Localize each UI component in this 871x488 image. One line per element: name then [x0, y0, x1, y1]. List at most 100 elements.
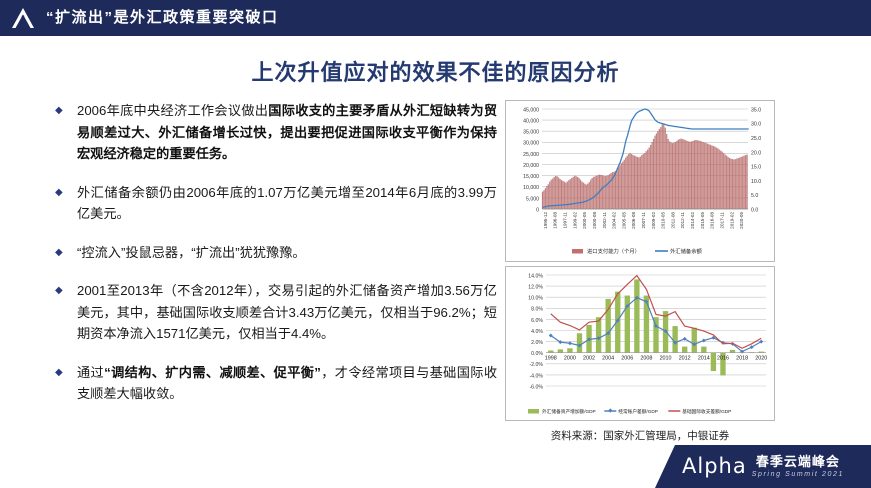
summit-name-block: 春季云端峰会 Spring Summit 2021: [752, 455, 844, 478]
svg-text:8.0%: 8.0%: [531, 307, 543, 313]
svg-text:2008: 2008: [640, 356, 652, 362]
svg-text:2020: 2020: [755, 356, 767, 362]
svg-text:2002: 2002: [583, 356, 595, 362]
bullet-marker: ◆: [55, 186, 63, 198]
svg-text:-6.0%: -6.0%: [529, 384, 543, 390]
page-title: 上次升值应对的效果不佳的原因分析: [251, 60, 620, 85]
svg-text:2011-08: 2011-08: [670, 212, 675, 229]
summit-name-en: Spring Summit 2021: [751, 471, 844, 478]
svg-text:2009-02: 2009-02: [651, 212, 656, 229]
svg-text:6.0%: 6.0%: [531, 318, 543, 324]
forex-reserve-chart: 0 5,000 10,000 15,000 20,000 25,000 30,000 35,0…: [505, 100, 775, 262]
svg-text:外汇储备资产增加额/GDP: 外汇储备资产增加额/GDP: [542, 408, 596, 415]
bullet-marker: ◆: [55, 285, 63, 296]
svg-text:2000-08: 2000-08: [592, 212, 597, 229]
header-title: “扩流出”是外汇政策重要突破口: [46, 9, 279, 26]
svg-text:2014: 2014: [698, 356, 710, 362]
bullet-text: 外汇储备余额仍由2006年底的1.07万亿美元增至2014年6月底的3.99万亿…: [77, 182, 497, 225]
svg-text:1996-08: 1996-08: [553, 212, 558, 229]
svg-text:15,000: 15,000: [523, 174, 539, 180]
svg-text:0.0%: 0.0%: [531, 351, 543, 357]
list-item: ◆ 2001至2013年（不含2012年），交易引起的外汇储备资产增加3.56万…: [55, 280, 505, 345]
bullet-plain-text: “控流入”投鼠忌器，“扩流出”犹犹豫豫。: [77, 244, 306, 260]
svg-text:5,000: 5,000: [526, 196, 539, 202]
list-item: ◆ “控流入”投鼠忌器，“扩流出”犹犹豫豫。: [55, 242, 505, 264]
bullet-plain-text: 2006年底中央经济工作会议做出: [77, 103, 269, 118]
svg-text:-2.0%: -2.0%: [529, 362, 543, 368]
svg-text:2004: 2004: [602, 356, 614, 362]
svg-text:0.0: 0.0: [751, 207, 758, 213]
bullet-bold-text: “调结构、扩内需、减顺差、促平衡”: [104, 364, 321, 380]
svg-text:30.0: 30.0: [751, 122, 761, 128]
svg-text:0: 0: [536, 207, 539, 213]
svg-text:2015-05: 2015-05: [700, 212, 705, 229]
svg-text:1995-12: 1995-12: [543, 212, 548, 229]
svg-text:5.0: 5.0: [751, 193, 758, 199]
svg-text:10,000: 10,000: [523, 185, 539, 191]
slide-header: “扩流出”是外汇政策重要突破口: [0, 0, 871, 36]
bullet-plain-text: 通过: [77, 364, 105, 380]
list-item: ◆ 2006年底中央经济工作会议做出国际收支的主要矛盾从外汇短缺转为贸易顺差过大…: [55, 100, 505, 165]
bullet-plain-text: 外汇储备余额仍由2006年底的1.07万亿美元增至2014年6月底的3.99万亿…: [77, 184, 497, 222]
svg-text:25.0: 25.0: [751, 136, 761, 142]
bullet-bold-text: 国际收支的主要矛盾从外汇短缺转为贸易顺差过大、外汇储备增长过快，提出要把促进国际…: [77, 103, 498, 161]
svg-text:10.0: 10.0: [751, 179, 761, 185]
alpha-triangle-icon: [0, 0, 46, 36]
svg-text:外汇储备余额: 外汇储备余额: [670, 247, 702, 255]
svg-text:35.0: 35.0: [751, 107, 761, 113]
svg-text:-4.0%: -4.0%: [529, 373, 543, 379]
logo-background-shape: [655, 445, 871, 488]
svg-text:14.0%: 14.0%: [528, 273, 543, 279]
svg-text:经常账户差额/GDP: 经常账户差额/GDP: [618, 408, 658, 415]
svg-text:20,000: 20,000: [523, 163, 539, 169]
svg-text:2000-05: 2000-05: [582, 212, 587, 229]
svg-text:2002-11: 2002-11: [602, 212, 607, 229]
svg-text:12.0%: 12.0%: [528, 285, 543, 291]
svg-text:2005-05: 2005-05: [621, 212, 626, 229]
svg-text:1999-02: 1999-02: [572, 212, 577, 229]
svg-text:1997-11: 1997-11: [563, 212, 568, 229]
svg-text:进口支付能力（个月）: 进口支付能力（个月）: [587, 247, 640, 255]
svg-text:45,000: 45,000: [523, 107, 539, 113]
svg-text:2014-02: 2014-02: [690, 212, 695, 229]
bullet-text: 2001至2013年（不含2012年），交易引起的外汇储备资产增加3.56万亿美…: [77, 280, 497, 345]
svg-text:2007-11: 2007-11: [641, 212, 646, 229]
bullet-marker: ◆: [55, 105, 63, 116]
svg-text:2012-11: 2012-11: [680, 212, 685, 229]
bop-gdp-chart: -6.0% -4.0% -2.0% 0.0% 2.0% 4.0% 6.0% 8.0% 10.0%…: [505, 266, 775, 421]
svg-text:2000: 2000: [564, 356, 576, 362]
forex-reserve-chart-svg: 0 5,000 10,000 15,000 20,000 25,000 30,000 35,0…: [523, 107, 761, 255]
svg-text:4.0%: 4.0%: [531, 329, 543, 335]
source-note: 资料来源：国家外汇管理局，中银证券: [550, 430, 730, 442]
list-item: ◆ 通过“调结构、扩内需、减顺差、促平衡”，才令经常项目与基础国际收支顺差大幅收…: [55, 362, 505, 405]
svg-text:40,000: 40,000: [523, 119, 539, 125]
svg-text:2018: 2018: [736, 356, 748, 362]
bullet-text: 2006年底中央经济工作会议做出国际收支的主要矛盾从外汇短缺转为贸易顺差过大、外…: [77, 100, 497, 165]
svg-text:2010: 2010: [660, 356, 672, 362]
svg-text:基础国际收支差额/GDP: 基础国际收支差额/GDP: [682, 408, 731, 415]
summit-logo: Alpha 春季云端峰会 Spring Summit 2021: [655, 445, 871, 488]
svg-text:2020-05: 2020-05: [739, 212, 744, 229]
summit-name-cn: 春季云端峰会: [755, 454, 840, 469]
bullet-text: “控流入”投鼠忌器，“扩流出”犹犹豫豫。: [77, 242, 497, 264]
svg-text:2016-08: 2016-08: [710, 212, 715, 229]
svg-text:30,000: 30,000: [523, 141, 539, 147]
svg-text:25,000: 25,000: [523, 152, 539, 158]
svg-text:1998: 1998: [545, 356, 557, 362]
bullet-text: 通过“调结构、扩内需、减顺差、促平衡”，才令经常项目与基础国际收支顺差大幅收敛。: [77, 362, 497, 405]
bullet-marker: ◆: [55, 366, 63, 378]
alpha-wordmark: Alpha: [682, 454, 747, 478]
bop-gdp-chart-svg: -6.0% -4.0% -2.0% 0.0% 2.0% 4.0% 6.0% 8.0% 10.0%…: [528, 273, 767, 415]
svg-text:10.0%: 10.0%: [528, 296, 543, 302]
bullet-plain-text: 2001至2013年（不含2012年），交易引起的外汇储备资产增加3.56万亿美…: [77, 283, 497, 341]
bullet-plain-text-2: ，才令经常项目与基础国际收支顺差大幅收敛。: [77, 364, 498, 402]
svg-text:35,000: 35,000: [523, 130, 539, 136]
svg-text:2.0%: 2.0%: [531, 340, 543, 346]
svg-text:2006-08: 2006-08: [631, 212, 636, 229]
svg-text:2004-02: 2004-02: [612, 212, 617, 229]
svg-text:2012: 2012: [679, 356, 691, 362]
list-item: ◆ 外汇储备余额仍由2006年底的1.07万亿美元增至2014年6月底的3.99…: [55, 182, 505, 225]
svg-text:2016: 2016: [717, 356, 729, 362]
svg-text:15.0: 15.0: [751, 165, 761, 171]
svg-text:2019-02: 2019-02: [729, 212, 734, 229]
